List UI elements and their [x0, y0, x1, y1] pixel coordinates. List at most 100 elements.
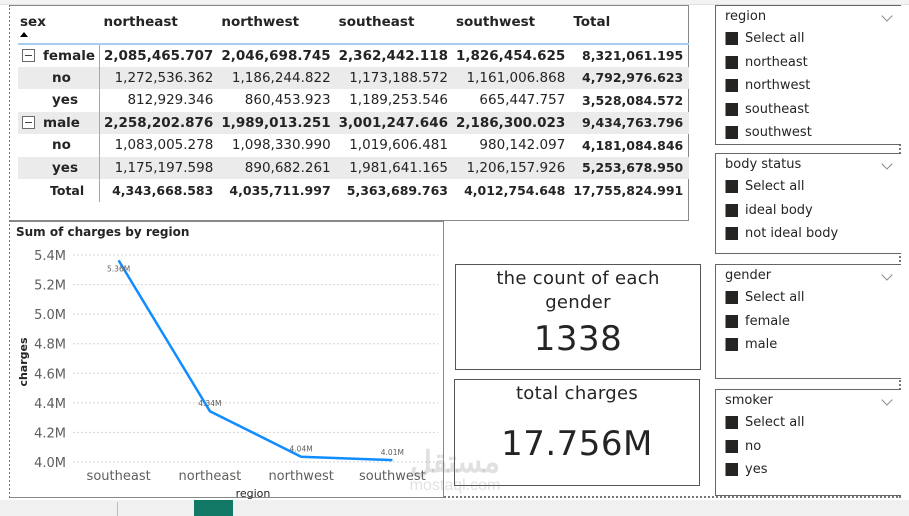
checkbox-checked-icon[interactable]	[725, 180, 738, 194]
column-header-northwest[interactable]: northwest	[221, 14, 300, 30]
column-header-northeast[interactable]: northeast	[103, 14, 178, 30]
row-header-yes: yes	[18, 89, 100, 112]
cell: 980,142.097	[479, 137, 566, 154]
slicer-item-northeast[interactable]: northeast	[716, 51, 901, 75]
slicer-item-label: northwest	[745, 78, 811, 94]
cell-total: 5,253,678.950	[569, 156, 690, 179]
matrix-visual[interactable]: sex northeast northwest southeast southw…	[10, 5, 690, 221]
cell: 812,929.346	[127, 92, 214, 109]
x-tick-label: northwest	[268, 469, 333, 484]
slicer-item-yes[interactable]: yes	[716, 458, 901, 482]
column-header-sex[interactable]: sex	[18, 10, 100, 44]
cell-total: 8,321,061.195	[582, 48, 684, 64]
y-tick-label: 5.4M	[34, 249, 66, 264]
cell: 2,046,698.745	[221, 47, 331, 64]
cell-grand-total: 17,755,824.991	[573, 182, 684, 198]
slicer-item-select-all[interactable]: Select all	[716, 27, 901, 51]
collapse-icon[interactable]	[22, 115, 35, 129]
slicer-title: region	[725, 9, 767, 24]
cell-total: 4,792,976.623	[569, 66, 690, 89]
slicer-body-status[interactable]: body status Select all ideal body not id…	[715, 153, 901, 254]
y-tick-label: 4.8M	[34, 338, 66, 353]
cell: 2,362,442.118	[338, 47, 448, 64]
matrix-row-male-no: no 1,083,005.278 1,098,330.990 1,019,606…	[18, 134, 689, 157]
y-tick-label: 4.0M	[34, 456, 66, 471]
slicer-item-select-all[interactable]: Select all	[716, 286, 901, 310]
checkbox-checked-icon[interactable]	[725, 338, 738, 352]
slicer-item-ideal-body[interactable]: ideal body	[716, 199, 901, 223]
cell: 1,098,330.990	[231, 137, 331, 154]
x-axis-title: region	[236, 487, 271, 499]
column-header-southwest[interactable]: southwest	[455, 14, 536, 30]
sort-ascending-icon	[20, 32, 28, 37]
slicer-smoker[interactable]: smoker Select all no yes	[715, 389, 901, 496]
matrix-row-female-yes: yes 812,929.346 860,453.923 1,189,253.54…	[18, 89, 689, 112]
slicer-item-select-all[interactable]: Select all	[716, 411, 901, 435]
matrix-row-male-yes: yes 1,175,197.598 890,682.261 1,981,641.…	[18, 156, 690, 179]
checkbox-checked-icon[interactable]	[725, 291, 738, 305]
x-tick-label: southwest	[359, 469, 426, 484]
slicer-item-female[interactable]: female	[716, 310, 901, 334]
kpi-card-total-charges[interactable]: total charges 17.756M	[454, 379, 700, 486]
checkbox-checked-icon[interactable]	[725, 416, 738, 430]
line-chart-visual[interactable]: Sum of charges by region 4.0M 4.2M 4.4M 4.6…	[10, 221, 444, 499]
matrix-row-male: male 2,258,202.876 1,989,013.251 3,001,2…	[18, 111, 690, 134]
column-header-total[interactable]: Total	[573, 14, 611, 30]
checkbox-checked-icon[interactable]	[725, 126, 738, 140]
cell-total: 3,528,084.572	[582, 92, 684, 108]
series-line[interactable]	[117, 259, 393, 462]
data-label: 4.34M	[198, 399, 221, 408]
y-tick-label: 4.2M	[34, 426, 66, 441]
slicer-item-southeast[interactable]: southeast	[716, 98, 901, 122]
y-axis-ticks: 4.0M 4.2M 4.4M 4.6M 4.8M 5.0M 5.2M 5.4M	[34, 249, 66, 471]
row-label: male	[43, 114, 80, 131]
slicer-item-not-ideal-body[interactable]: not ideal body	[716, 222, 901, 246]
slicer-item-label: ideal body	[745, 202, 813, 218]
cell: 860,453.923	[244, 92, 331, 109]
card-value: 1338	[533, 319, 623, 359]
card-label: total charges	[515, 383, 639, 404]
gridlines	[73, 254, 438, 463]
slicer-item-select-all[interactable]: Select all	[716, 175, 901, 199]
slicer-item-southwest[interactable]: southwest	[716, 121, 901, 145]
cell: 4,035,711.997	[229, 182, 331, 198]
column-header-southeast[interactable]: southeast	[338, 14, 415, 30]
slicer-item-label: southeast	[745, 101, 810, 117]
y-axis-title: charges	[17, 337, 30, 387]
matrix-row-female-no: no 1,272,536.362 1,186,244.822 1,173,188…	[18, 66, 690, 89]
cell: 4,012,754.648	[464, 182, 566, 198]
slicer-region[interactable]: region Select all northeast northwest so…	[715, 5, 901, 145]
line-chart-plot: 4.0M 4.2M 4.4M 4.6M 4.8M 5.0M 5.2M 5.4M southea…	[17, 249, 438, 499]
slicer-item-male[interactable]: male	[716, 333, 901, 357]
slicer-item-no[interactable]: no	[716, 435, 901, 459]
slicer-item-label: male	[745, 337, 778, 353]
checkbox-checked-icon[interactable]	[725, 439, 738, 453]
checkbox-checked-icon[interactable]	[725, 79, 738, 93]
checkbox-checked-icon[interactable]	[725, 314, 738, 328]
cell-total: 9,434,763.796	[569, 111, 690, 134]
slicer-item-label: Select all	[745, 31, 805, 47]
checkbox-checked-icon[interactable]	[725, 463, 738, 477]
kpi-card-gender-count[interactable]: the count of each gender 1338	[455, 264, 701, 370]
slicer-title: body status	[725, 157, 802, 172]
matrix-header-row: sex northeast northwest southeast southw…	[18, 10, 690, 44]
data-label: 4.04M	[290, 445, 313, 454]
collapse-icon[interactable]	[22, 48, 35, 62]
checkbox-checked-icon[interactable]	[725, 227, 738, 241]
checkbox-checked-icon[interactable]	[725, 55, 738, 69]
checkbox-checked-icon[interactable]	[725, 102, 738, 116]
data-label: 4.01M	[381, 448, 404, 457]
cell: 665,447.757	[479, 92, 566, 109]
x-tick-label: southeast	[87, 469, 151, 484]
data-label: 5.36M	[107, 264, 130, 273]
checkbox-checked-icon[interactable]	[725, 32, 738, 46]
cell: 2,258,202.876	[99, 111, 218, 134]
row-header-male[interactable]: male	[18, 111, 100, 134]
slicer-item-northwest[interactable]: northwest	[716, 74, 901, 98]
row-header-female[interactable]: female	[18, 44, 100, 67]
y-tick-label: 4.6M	[34, 367, 66, 382]
page-tab-active[interactable]	[194, 500, 233, 516]
slicer-gender[interactable]: gender Select all female male	[715, 264, 901, 379]
cell: 2,186,300.023	[451, 111, 570, 134]
checkbox-checked-icon[interactable]	[725, 203, 738, 217]
